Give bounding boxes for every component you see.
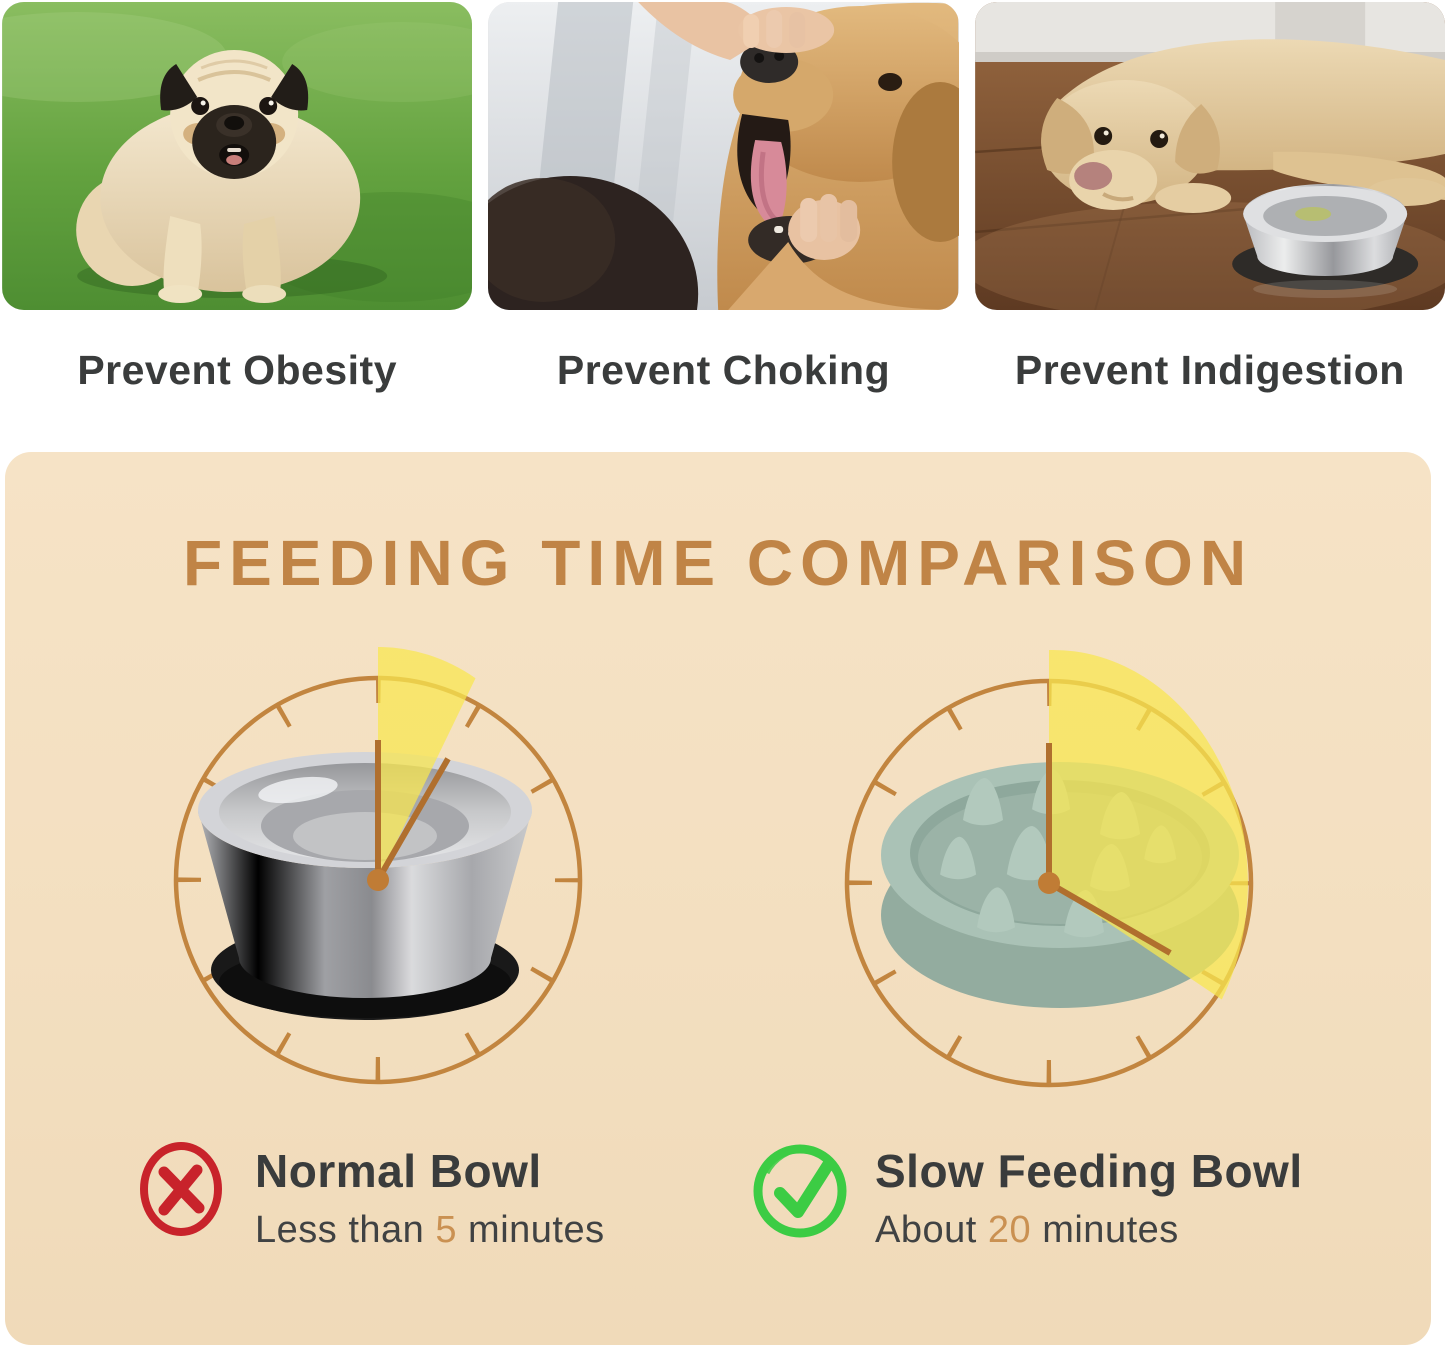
duration-number: 20 <box>987 1209 1032 1251</box>
obese-pug-illustration <box>2 2 473 310</box>
benefit-card-obesity: Prevent Obesity <box>2 2 473 394</box>
five-minute-wedge <box>378 647 476 880</box>
clock-hands <box>367 740 451 891</box>
normal-bowl-label: Normal Bowl <box>255 1145 542 1197</box>
normal-bowl-result: Normal Bowl Less than 5 minutes <box>133 1139 605 1252</box>
duration-prefix: Less than <box>255 1209 436 1251</box>
labrador-by-bowl-photo <box>974 2 1445 310</box>
duration-number: 5 <box>435 1209 457 1251</box>
duration-prefix: About <box>875 1209 988 1251</box>
panel-title: FEEDING TIME COMPARISON <box>182 527 1254 599</box>
duration-suffix: minutes <box>1031 1209 1179 1251</box>
duration-suffix: minutes <box>456 1209 605 1251</box>
choking-check-illustration <box>488 2 959 310</box>
normal-bowl-text: Normal Bowl Less than 5 minutes <box>255 1139 605 1252</box>
benefit-card-indigestion: Prevent Indigestion <box>974 2 1445 394</box>
benefit-caption-obesity: Prevent Obesity <box>77 347 397 393</box>
normal-bowl-clock-diagram <box>173 647 583 1085</box>
cross-icon <box>133 1139 230 1238</box>
feeding-time-comparison-panel: FEEDING TIME COMPARISON <box>5 452 1431 1345</box>
benefit-photos-row: Prevent Obesity <box>0 0 1445 394</box>
slow-bowl-duration: About 20 minutes <box>875 1208 1303 1252</box>
indigestion-illustration <box>974 2 1445 310</box>
slow-bowl-label: Slow Feeding Bowl <box>875 1145 1303 1197</box>
checking-dog-mouth-photo <box>488 2 959 310</box>
slow-bowl-clock-diagram <box>844 649 1254 1088</box>
normal-bowl-clock <box>128 630 628 1130</box>
slow-bowl-text: Slow Feeding Bowl About 20 minutes <box>875 1139 1303 1252</box>
benefit-caption-choking: Prevent Choking <box>556 347 891 393</box>
steel-bowl <box>198 752 532 1020</box>
slow-bowl-clock <box>799 633 1299 1133</box>
benefit-caption-indigestion: Prevent Indigestion <box>1014 347 1405 393</box>
check-icon <box>753 1139 850 1238</box>
normal-bowl-duration: Less than 5 minutes <box>255 1208 605 1252</box>
benefit-card-choking: Prevent Choking <box>488 2 959 394</box>
clock-hands <box>1038 743 1172 956</box>
slow-bowl-result: Slow Feeding Bowl About 20 minutes <box>753 1139 1303 1252</box>
obese-pug-photo <box>2 2 473 310</box>
